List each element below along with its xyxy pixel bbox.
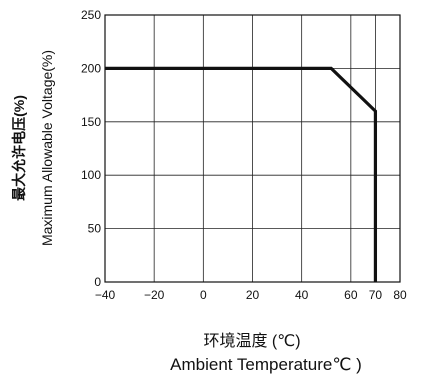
x-tick-label: 20 bbox=[246, 288, 260, 302]
x-axis-label-en: Ambient Temperature℃ ) bbox=[170, 355, 362, 374]
y-tick-label: 100 bbox=[81, 168, 101, 182]
y-tick-label: 150 bbox=[81, 115, 101, 129]
x-axis-label-cn: 环境温度 (℃) bbox=[203, 331, 300, 350]
x-tick-label: 70 bbox=[369, 288, 383, 302]
y-tick-label: 250 bbox=[81, 8, 101, 22]
x-tick-labels: −40 −20 0 20 40 60 70 80 bbox=[95, 288, 407, 302]
y-tick-label: 50 bbox=[88, 222, 102, 236]
y-tick-label: 0 bbox=[94, 275, 101, 289]
y-tick-label: 200 bbox=[81, 61, 101, 75]
x-tick-label: −40 bbox=[95, 288, 116, 302]
x-tick-label: 40 bbox=[295, 288, 309, 302]
x-tick-label: 60 bbox=[344, 288, 358, 302]
grid-lines bbox=[104, 14, 401, 283]
derating-curve bbox=[105, 66, 378, 282]
y-axis-label-cn: 最大允许电压(%) bbox=[11, 95, 27, 201]
y-axis-label-en: Maximum Allowable Voltage(%) bbox=[39, 50, 55, 246]
y-tick-labels: 0 50 100 150 200 250 bbox=[81, 8, 101, 289]
x-tick-label: 80 bbox=[393, 288, 407, 302]
x-tick-label: 0 bbox=[200, 288, 207, 302]
series-layer bbox=[105, 66, 378, 282]
plot-frame bbox=[104, 14, 401, 283]
x-tick-label: −20 bbox=[144, 288, 165, 302]
